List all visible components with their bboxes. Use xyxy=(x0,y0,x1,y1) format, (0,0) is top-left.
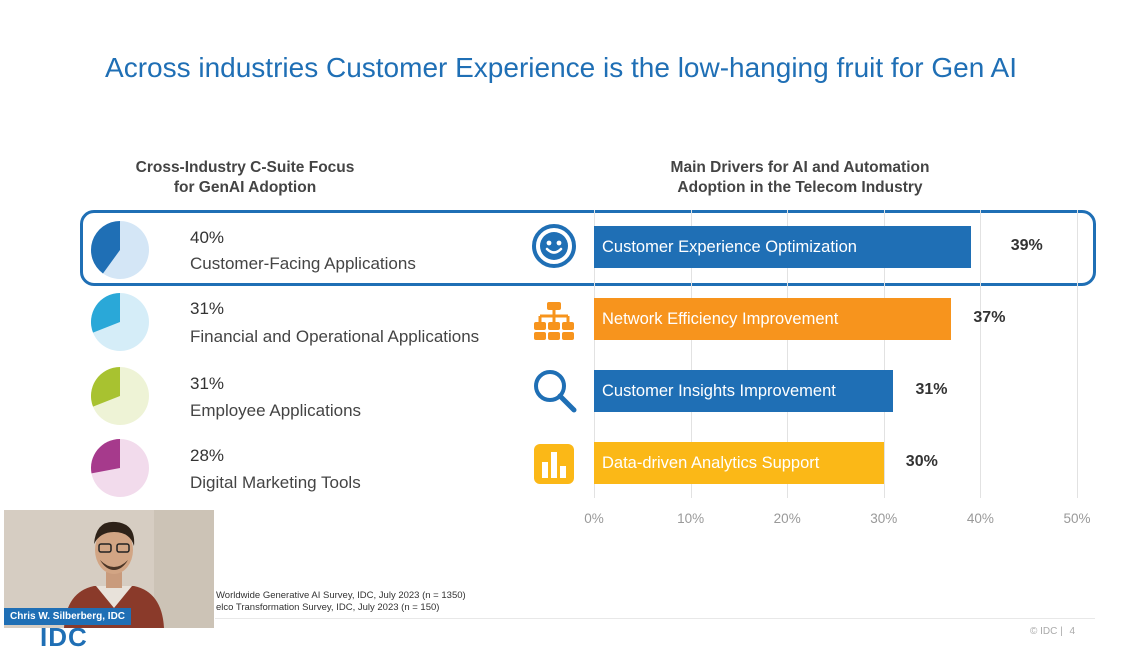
pie-icon-employee xyxy=(90,367,149,425)
x-tick-label: 10% xyxy=(677,511,705,526)
bar-value-label: 39% xyxy=(1010,237,1043,254)
bar-category-label: Network Efficiency Improvement xyxy=(602,310,839,328)
item-label: Employee Applications xyxy=(190,401,362,420)
left-heading-line2: for GenAI Adoption xyxy=(173,179,317,196)
item-label: Customer-Facing Applications xyxy=(190,254,416,273)
bar: Customer Insights Improvement xyxy=(594,370,894,412)
source-line-1: Worldwide Generative AI Survey, IDC, Jul… xyxy=(216,590,466,601)
gridline xyxy=(787,210,789,498)
smiley-icon xyxy=(532,224,576,268)
x-tick-label: 30% xyxy=(870,511,898,526)
copyright-text: © IDC | xyxy=(1030,626,1063,637)
chart-title-line1: Main Drivers for AI and Automation xyxy=(670,159,930,176)
item-label: Financial and Operational Applications xyxy=(190,327,480,346)
bar-value-label: 30% xyxy=(905,453,938,470)
x-tick-label: 0% xyxy=(584,511,604,526)
item-percent: 31% xyxy=(190,374,225,393)
x-tick-label: 40% xyxy=(966,511,994,526)
gridline xyxy=(690,210,692,498)
bar: Customer Experience Optimization xyxy=(594,226,971,268)
chart-title-line2: Adoption in the Telecom Industry xyxy=(677,179,923,196)
item-percent: 31% xyxy=(190,299,225,318)
bar-value-label: 37% xyxy=(973,309,1006,326)
gridline xyxy=(594,210,595,498)
gridline xyxy=(980,210,982,498)
gridline xyxy=(883,210,885,498)
pie-icon-financial-operational xyxy=(90,293,149,351)
speaker-name-tag: Chris W. Silberberg, IDC xyxy=(4,608,132,625)
bar: Data-driven Analytics Support xyxy=(594,442,884,484)
bar-value-label: 31% xyxy=(915,381,948,398)
slide-title: Across industries Customer Experience is… xyxy=(105,52,1017,83)
copyright-notice: © IDC | 4 xyxy=(1030,626,1075,637)
bar-category-label: Customer Experience Optimization xyxy=(602,238,857,256)
pie-icon-digital-marketing xyxy=(91,439,149,497)
item-label: Digital Marketing Tools xyxy=(190,473,361,492)
bar: Network Efficiency Improvement xyxy=(594,298,952,340)
item-percent: 28% xyxy=(190,446,225,465)
magnifier-icon xyxy=(534,370,577,413)
page-number: 4 xyxy=(1069,626,1076,637)
x-tick-label: 50% xyxy=(1063,511,1091,526)
x-tick-label: 20% xyxy=(773,511,801,526)
bar-chart-icon xyxy=(534,444,574,484)
gridline xyxy=(1077,210,1078,498)
chart-title: Main Drivers for AI and Automation Adopt… xyxy=(610,158,990,198)
left-heading-line1: Cross-Industry C-Suite Focus xyxy=(135,159,355,176)
footer-divider xyxy=(215,618,1095,619)
network-icon xyxy=(534,302,574,340)
pie-icon-customer-facing xyxy=(91,221,149,279)
left-panel-heading: Cross-Industry C-Suite Focus for GenAI A… xyxy=(110,158,380,198)
item-percent: 40% xyxy=(190,228,225,247)
bar-category-label: Data-driven Analytics Support xyxy=(602,454,820,472)
bar-category-label: Customer Insights Improvement xyxy=(602,382,836,400)
source-line-2: elco Transformation Survey, IDC, July 20… xyxy=(216,602,440,613)
highlight-frame xyxy=(80,210,1096,286)
